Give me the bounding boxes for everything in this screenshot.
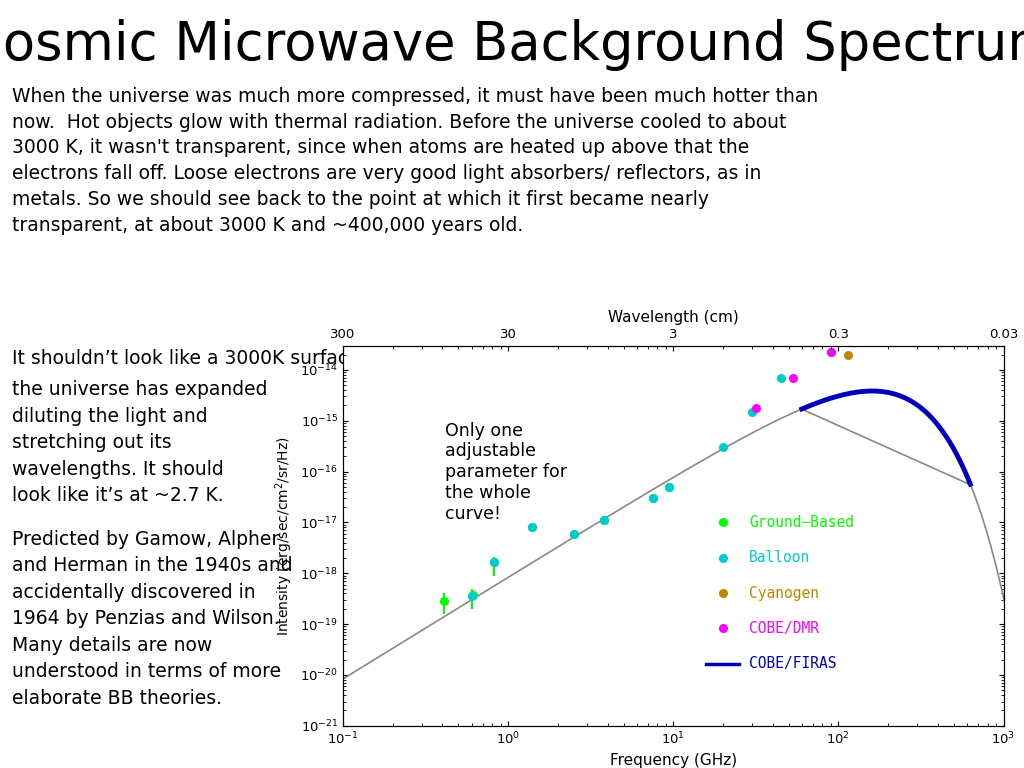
Text: Predicted by Gamow, Alpher
and Herman in the 1940s and
accidentally discovered i: Predicted by Gamow, Alpher and Herman in…: [12, 530, 293, 708]
X-axis label: Wavelength (cm): Wavelength (cm): [608, 310, 738, 325]
Text: It shouldn’t look like a 3000K surface because: It shouldn’t look like a 3000K surface b…: [12, 349, 444, 369]
Text: Cyanogen: Cyanogen: [750, 585, 819, 601]
Text: the universe has expanded
diluting the light and
stretching out its
wavelengths.: the universe has expanded diluting the l…: [12, 380, 268, 505]
Text: COBE/DMR: COBE/DMR: [750, 621, 819, 636]
Y-axis label: Intensity (erg/sec/cm$^2$/sr/Hz): Intensity (erg/sec/cm$^2$/sr/Hz): [273, 435, 295, 636]
X-axis label: Frequency (GHz): Frequency (GHz): [609, 753, 737, 768]
Text: Only one
adjustable
parameter for
the whole
curve!: Only one adjustable parameter for the wh…: [445, 422, 567, 523]
Text: COBE/FIRAS: COBE/FIRAS: [750, 657, 837, 671]
Text: When the universe was much more compressed, it must have been much hotter than
n: When the universe was much more compress…: [12, 87, 818, 234]
Text: Cosmic Microwave Background Spectrum: Cosmic Microwave Background Spectrum: [0, 19, 1024, 71]
Text: Balloon: Balloon: [750, 550, 810, 565]
Text: Ground−Based: Ground−Based: [750, 515, 854, 530]
